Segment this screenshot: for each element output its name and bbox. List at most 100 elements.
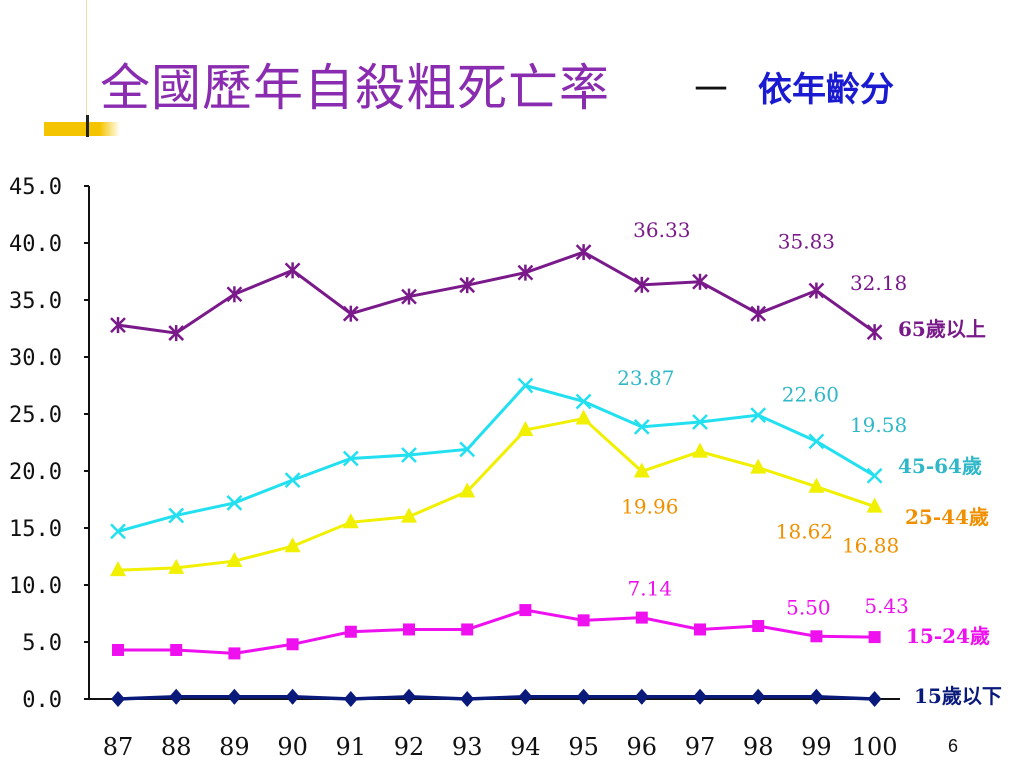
data-point — [226, 286, 243, 303]
x-tick-label: 93 — [452, 733, 483, 761]
data-point — [402, 688, 416, 705]
data-point — [577, 614, 590, 627]
data-point — [168, 507, 185, 524]
data-point — [459, 441, 476, 458]
marker-shape — [694, 623, 706, 636]
marker-shape — [227, 688, 242, 705]
y-tick-label: 15.0 — [9, 517, 62, 542]
marker-shape — [284, 537, 301, 553]
y-tick-label: 40.0 — [9, 232, 62, 257]
series-label: 45-64歲 — [898, 454, 982, 478]
x-tick-label: 92 — [394, 733, 425, 761]
data-point — [575, 244, 592, 261]
marker-shape — [285, 688, 300, 705]
data-point — [226, 552, 243, 568]
y-tick-label: 30.0 — [9, 346, 62, 371]
marker-shape — [751, 688, 766, 705]
data-point — [750, 305, 767, 322]
marker-shape — [461, 623, 474, 636]
x-tick-label: 94 — [510, 733, 541, 761]
x-tick-label: 88 — [161, 733, 192, 761]
data-point — [401, 447, 417, 463]
data-label: 36.33 — [633, 218, 690, 242]
marker-stroke — [284, 472, 301, 489]
marker-shape — [402, 688, 416, 705]
data-label: 16.88 — [842, 534, 899, 558]
marker-shape — [809, 688, 824, 705]
data-point — [694, 623, 706, 636]
marker-shape — [344, 625, 357, 638]
x-tick-label: 96 — [627, 733, 658, 761]
marker-shape — [342, 513, 359, 529]
data-point — [517, 264, 534, 281]
data-point — [342, 450, 359, 467]
data-point — [808, 477, 825, 493]
data-point — [286, 638, 299, 651]
x-tick-label: 98 — [743, 733, 774, 761]
data-point — [110, 523, 126, 540]
data-point — [517, 377, 534, 394]
x-tick-label: 91 — [336, 733, 367, 761]
marker-shape — [459, 482, 476, 498]
marker-shape — [110, 561, 126, 577]
data-point — [866, 324, 883, 341]
marker-shape — [575, 409, 592, 425]
marker-shape — [401, 507, 417, 523]
marker-stroke — [517, 377, 534, 394]
marker-shape — [226, 552, 243, 568]
marker-shape — [170, 643, 183, 656]
data-point — [403, 623, 415, 636]
series-label: 15歲以下 — [914, 684, 1002, 708]
series-line — [117, 694, 875, 701]
data-point — [750, 407, 767, 424]
data-point — [344, 625, 357, 638]
y-tick-label: 5.0 — [22, 631, 62, 656]
series-label: 65歲以上 — [898, 317, 986, 341]
series-line — [117, 383, 876, 533]
data-point — [342, 513, 359, 529]
data-label: 7.14 — [628, 577, 673, 601]
marker-stroke — [342, 450, 359, 467]
x-tick-label: 99 — [801, 733, 832, 761]
marker-shape — [808, 477, 825, 493]
data-point — [226, 495, 243, 511]
data-point — [576, 688, 591, 705]
accent-bar-fade — [100, 122, 120, 136]
marker-shape — [868, 631, 881, 644]
marker-shape — [810, 630, 823, 643]
data-point — [867, 691, 882, 707]
marker-shape — [867, 691, 882, 707]
data-point — [401, 507, 417, 523]
data-point — [170, 643, 183, 656]
marker-stroke — [459, 441, 476, 458]
title-separator: － — [690, 65, 733, 114]
data-point — [633, 418, 650, 435]
data-point — [519, 604, 532, 617]
marker-shape — [286, 638, 299, 651]
marker-shape — [169, 688, 184, 705]
marker-shape — [403, 623, 415, 636]
data-point — [343, 691, 358, 707]
data-label: 23.87 — [617, 366, 674, 390]
data-point — [517, 420, 534, 436]
accent-bar — [44, 122, 104, 136]
data-point — [808, 282, 825, 299]
marker-shape — [168, 558, 185, 574]
data-point — [461, 623, 474, 636]
data-point — [692, 414, 708, 430]
data-label: 19.58 — [850, 413, 907, 437]
x-tick-label: 100 — [852, 733, 898, 761]
data-point — [110, 561, 126, 577]
marker-shape — [112, 643, 124, 656]
data-label: 5.43 — [864, 594, 909, 618]
x-tick-label: 89 — [219, 733, 250, 761]
data-point — [459, 482, 476, 498]
data-point — [808, 433, 825, 450]
data-point — [575, 409, 592, 425]
page-number: 6 — [948, 736, 959, 756]
accent-tick — [86, 115, 89, 137]
data-label: 32.18 — [850, 271, 907, 295]
data-point — [168, 325, 185, 342]
marker-shape — [635, 611, 648, 624]
